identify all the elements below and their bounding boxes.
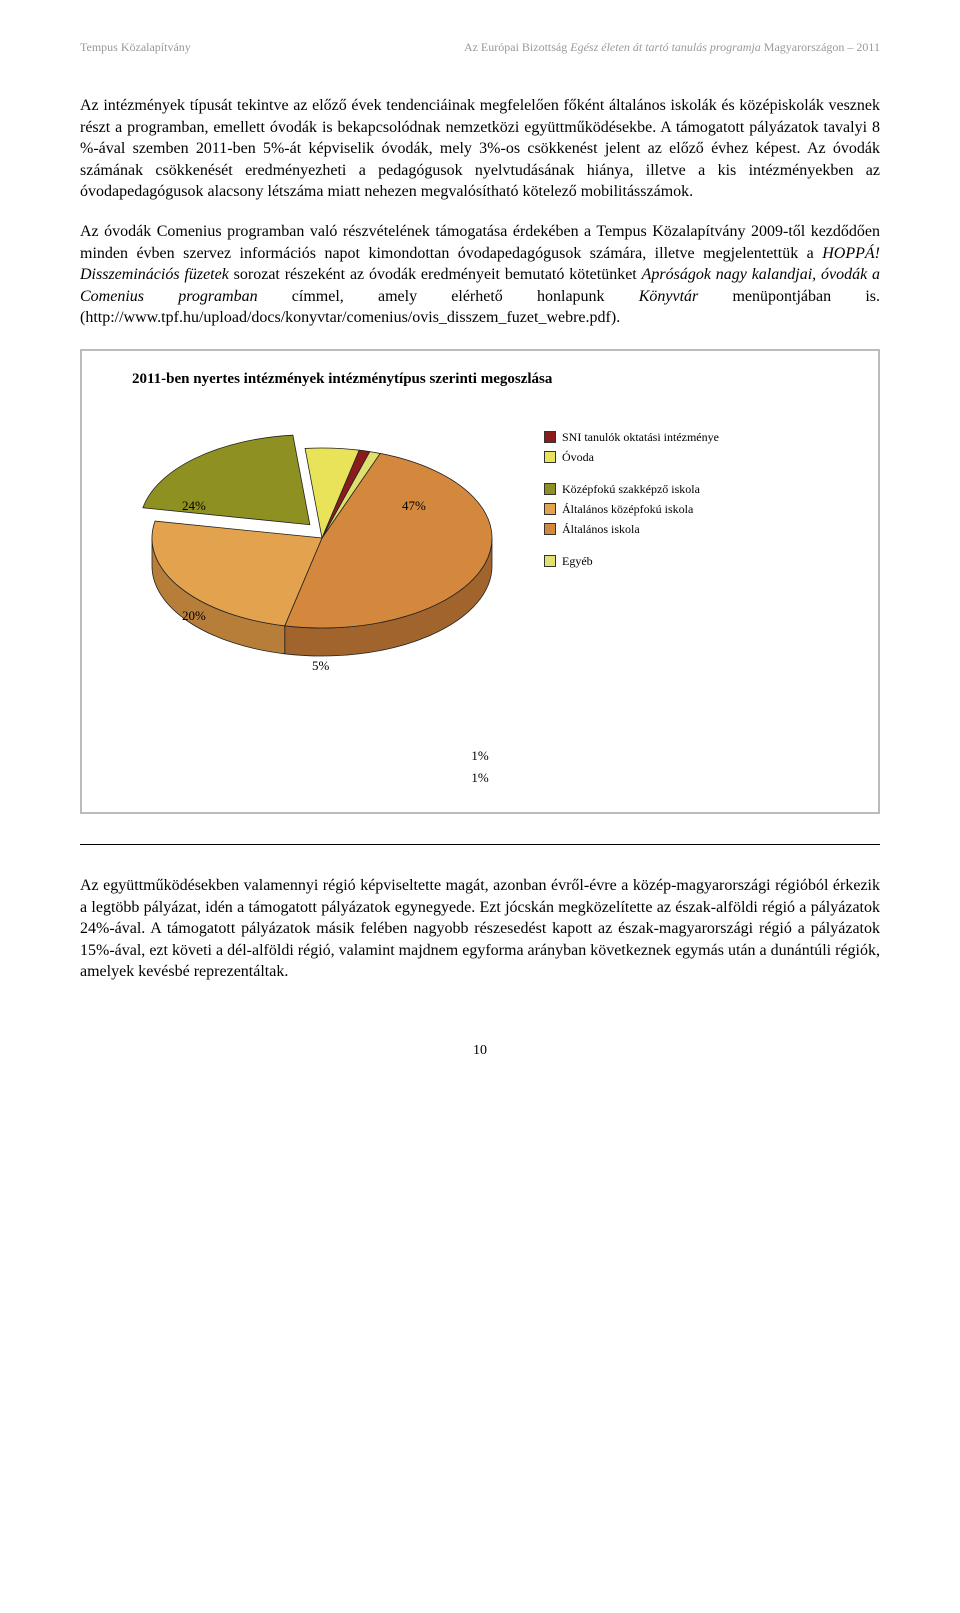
page-header: Tempus Közalapítvány Az Európai Bizottsá…	[80, 40, 880, 55]
legend-item: Óvoda	[544, 448, 719, 466]
legend-swatch	[544, 555, 556, 567]
legend-swatch	[544, 431, 556, 443]
page-number: 10	[80, 1043, 880, 1059]
legend-label: Általános középfokú iskola	[562, 500, 693, 518]
legend-swatch	[544, 523, 556, 535]
legend-item: SNI tanulók oktatási intézménye	[544, 428, 719, 446]
paragraph-3: Az együttműködésekben valamennyi régió k…	[80, 875, 880, 983]
legend-swatch	[544, 503, 556, 515]
chart-legend: SNI tanulók oktatási intézménye Óvoda Közé…	[544, 428, 719, 584]
paragraph-1: Az intézmények típusát tekintve az előző…	[80, 95, 880, 203]
paragraph-2: Az óvodák Comenius programban való részv…	[80, 221, 880, 329]
legend-item: Egyéb	[544, 552, 719, 570]
legend-label: Egyéb	[562, 552, 593, 570]
legend-label: SNI tanulók oktatási intézménye	[562, 428, 719, 446]
pie-small-label: 1%	[112, 748, 848, 764]
separator	[80, 844, 880, 845]
pie-value-label: 47%	[402, 498, 426, 514]
legend-label: Óvoda	[562, 448, 594, 466]
pie-value-label: 5%	[312, 658, 329, 674]
header-left: Tempus Közalapítvány	[80, 40, 191, 55]
pie-chart-box: 2011-ben nyertes intézmények intézménytí…	[80, 349, 880, 814]
chart-title: 2011-ben nyertes intézmények intézménytí…	[132, 371, 848, 388]
legend-swatch	[544, 483, 556, 495]
pie-value-label: 24%	[182, 498, 206, 514]
legend-item: Középfokú szakképző iskola	[544, 480, 719, 498]
legend-item: Általános iskola	[544, 520, 719, 538]
legend-label: Általános iskola	[562, 520, 640, 538]
pie-value-label: 20%	[182, 608, 206, 624]
legend-swatch	[544, 451, 556, 463]
legend-item: Általános középfokú iskola	[544, 500, 719, 518]
pie-chart: 5% 20% 24% 47%	[112, 418, 532, 708]
pie-small-label: 1%	[112, 770, 848, 786]
chart-bottom-labels: 1%1%	[112, 748, 848, 786]
header-right: Az Európai Bizottság Egész életen át tar…	[464, 40, 880, 55]
legend-label: Középfokú szakképző iskola	[562, 480, 700, 498]
